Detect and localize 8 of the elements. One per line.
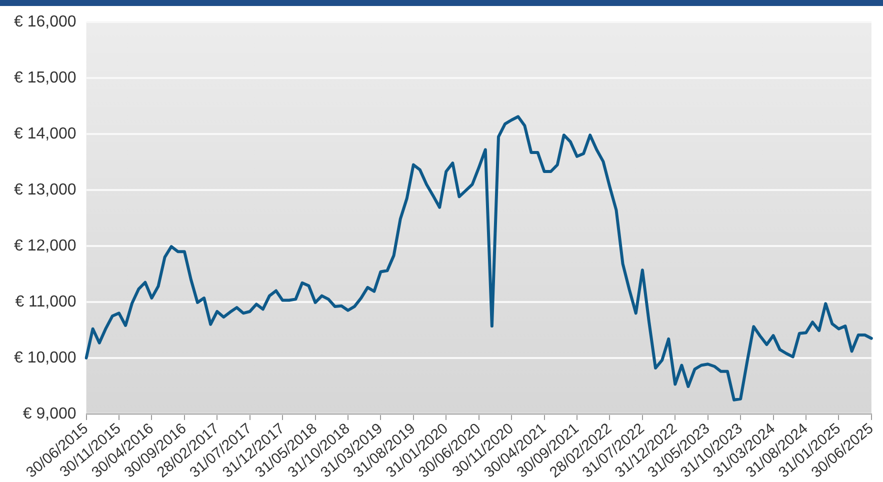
y-tick-label: € 16,000 xyxy=(14,13,76,30)
y-tick-label: € 15,000 xyxy=(14,69,76,86)
y-tick-label: € 14,000 xyxy=(14,125,76,142)
y-tick-label: € 12,000 xyxy=(14,237,76,254)
y-tick-label: € 9,000 xyxy=(22,405,76,422)
y-tick-label: € 13,000 xyxy=(14,181,76,198)
y-tick-label: € 10,000 xyxy=(14,349,76,366)
y-tick-label: € 11,000 xyxy=(15,293,76,310)
